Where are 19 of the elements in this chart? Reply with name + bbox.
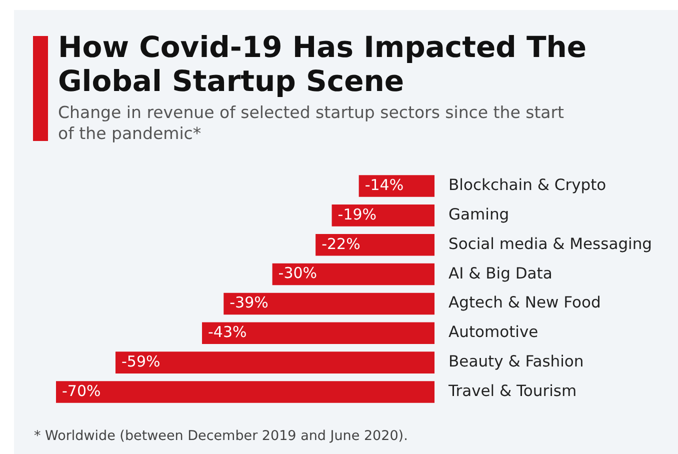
y-tick-label: Gaming	[448, 205, 510, 224]
text: * Worldwide (between December 2019 and June 2020).	[34, 428, 408, 444]
y-tick-label: Agtech & New Food	[448, 294, 601, 312]
y-tick-label: Social media & Messaging	[448, 234, 652, 253]
data-label: -43%	[208, 323, 247, 342]
y-tick-label: Travel & Tourism	[448, 382, 577, 400]
data-label: -70%	[62, 382, 101, 400]
chart-title: How Covid-19 Has Impacted The Global Startup Scene	[58, 30, 588, 98]
y-tick-label: Beauty & Fashion	[448, 352, 584, 371]
y-tick-label: Blockchain & Crypto	[448, 176, 606, 194]
data-label: -14%	[364, 176, 404, 194]
y-tick-label: Automotive	[448, 323, 538, 342]
chart-subtitle: Change in revenue of selected startup sectors since the start of the pandemic*	[58, 102, 566, 144]
y-tick-label: AI & Big Data	[448, 264, 552, 282]
data-label: -19%	[338, 205, 377, 224]
data-label: -30%	[278, 264, 318, 282]
data-label: -22%	[322, 234, 360, 253]
data-label: -59%	[121, 352, 160, 370]
data-label: -39%	[230, 294, 268, 312]
